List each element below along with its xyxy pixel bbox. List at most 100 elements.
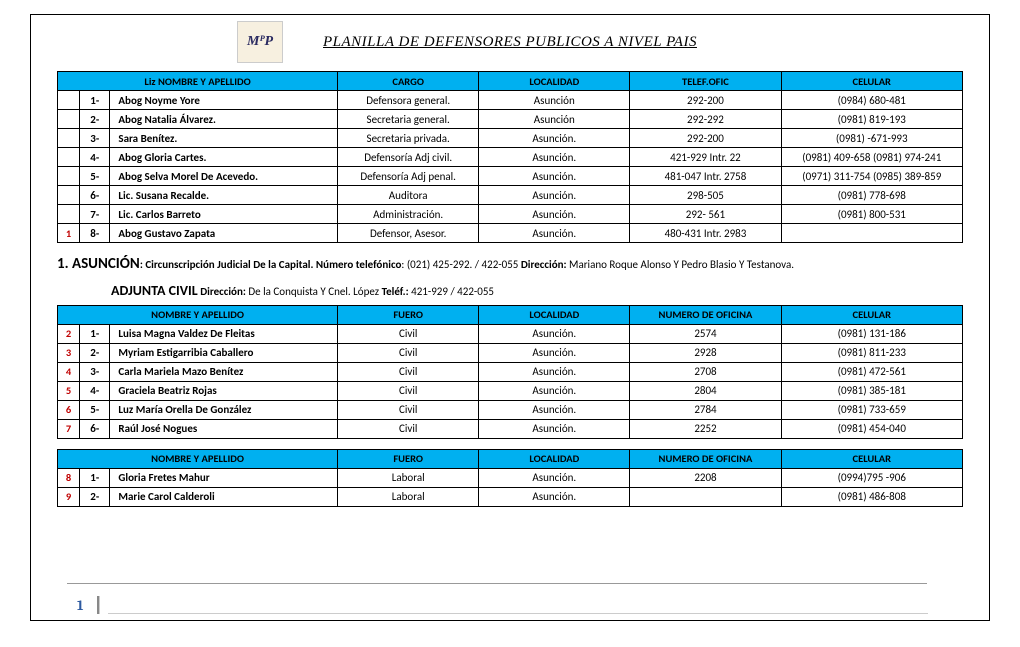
- val-direccion: Mariano Roque Alonso Y Pedro Blasio Y Te…: [567, 258, 794, 271]
- col-nombre: NOMBRE Y APELLIDO: [58, 449, 338, 468]
- table-civil: NOMBRE Y APELLIDO FUERO LOCALIDAD NUMERO…: [57, 305, 963, 439]
- cell-c2: Civil: [338, 419, 479, 438]
- cell-name: Lic. Carlos Barreto: [110, 205, 338, 224]
- cell-celular: (0994)795 -906: [781, 468, 962, 487]
- cell-c4: 421-929 Intr. 22: [630, 148, 781, 167]
- cell-name: Abog Noyme Yore: [110, 91, 338, 110]
- cell-localidad: Asunción.: [479, 487, 630, 506]
- cell-c2: Defensora general.: [338, 91, 479, 110]
- cell-name: Abog Selva Morel De Acevedo.: [110, 167, 338, 186]
- row-num: 6-: [80, 186, 110, 205]
- table-row: 92-Marie Carol CalderoliLaboralAsunción.…: [58, 487, 963, 506]
- cell-celular: (0981) 472-561: [781, 362, 962, 381]
- cell-localidad: Asunción.: [479, 362, 630, 381]
- row-mark: [58, 148, 80, 167]
- cell-localidad: Asunción.: [479, 324, 630, 343]
- col-fuero: FUERO: [338, 449, 479, 468]
- cell-localidad: Asunción.: [479, 419, 630, 438]
- cell-localidad: Asunción.: [479, 205, 630, 224]
- row-mark: 5: [58, 381, 80, 400]
- cell-localidad: Asunción.: [479, 381, 630, 400]
- page-number: 1: [71, 597, 89, 614]
- cell-c4: 2252: [630, 419, 781, 438]
- row-mark: 4: [58, 362, 80, 381]
- table-row: 3-Sara Benítez.Secretaria privada.Asunci…: [58, 129, 963, 148]
- section-asuncion: 1. ASUNCIÓN: Circunscripción Judicial De…: [57, 253, 963, 301]
- cell-localidad: Asunción: [479, 110, 630, 129]
- cell-celular: (0981) 454-040: [781, 419, 962, 438]
- col-fuero: FUERO: [338, 305, 479, 324]
- cell-c4: 2708: [630, 362, 781, 381]
- cell-name: Gloria Fretes Mahur: [110, 468, 338, 487]
- cell-c4: [630, 487, 781, 506]
- cell-c4: 2928: [630, 343, 781, 362]
- cell-celular: (0981) 778-698: [781, 186, 962, 205]
- cell-c4: 481-047 Intr. 2758: [630, 167, 781, 186]
- table-row: 21-Luisa Magna Valdez De FleitasCivilAsu…: [58, 324, 963, 343]
- table-row: 81-Gloria Fretes MahurLaboralAsunción.22…: [58, 468, 963, 487]
- table-row: 65-Luz María Orella De GonzálezCivilAsun…: [58, 400, 963, 419]
- row-num: 1-: [80, 91, 110, 110]
- cell-c4: 480-431 Intr. 2983: [630, 224, 781, 243]
- table-row: 1-Abog Noyme YoreDefensora general.Asunc…: [58, 91, 963, 110]
- table-row: 7-Lic. Carlos BarretoAdministración.Asun…: [58, 205, 963, 224]
- header: MᴾP PLANILLA DE DEFENSORES PUBLICOS A NI…: [57, 21, 963, 63]
- label-telef2: Teléf.:: [382, 285, 409, 298]
- table-row: 76-Raúl José NoguesCivilAsunción.2252(09…: [58, 419, 963, 438]
- footer-trail: [108, 613, 928, 614]
- col-localidad: LOCALIDAD: [479, 449, 630, 468]
- cell-c2: Civil: [338, 343, 479, 362]
- cell-name: Abog Gloria Cartes.: [110, 148, 338, 167]
- table-row: 32-Myriam Estigarribia CaballeroCivilAsu…: [58, 343, 963, 362]
- row-mark: [58, 91, 80, 110]
- cell-localidad: Asunción.: [479, 343, 630, 362]
- col-localidad: LOCALIDAD: [479, 72, 630, 91]
- cell-c2: Laboral: [338, 468, 479, 487]
- cell-name: Myriam Estigarribia Caballero: [110, 343, 338, 362]
- cell-c2: Defensoría Adj civil.: [338, 148, 479, 167]
- row-num: 5-: [80, 400, 110, 419]
- cell-localidad: Asunción.: [479, 148, 630, 167]
- row-num: 2-: [80, 343, 110, 362]
- row-mark: 7: [58, 419, 80, 438]
- row-mark: 9: [58, 487, 80, 506]
- section-sub: : Circunscripción Judicial De la Capital…: [140, 258, 316, 271]
- cell-celular: (0971) 311-754 (0985) 389-859: [781, 167, 962, 186]
- cell-c4: 2784: [630, 400, 781, 419]
- cell-celular: (0984) 680-481: [781, 91, 962, 110]
- cell-c4: 2208: [630, 468, 781, 487]
- cell-name: Lic. Susana Recalde.: [110, 186, 338, 205]
- cell-localidad: Asunción.: [479, 224, 630, 243]
- cell-c4: 2804: [630, 381, 781, 400]
- row-mark: [58, 186, 80, 205]
- cell-celular: [781, 224, 962, 243]
- cell-c4: 292-200: [630, 129, 781, 148]
- cell-celular: (0981) -671-993: [781, 129, 962, 148]
- cell-name: Sara Benítez.: [110, 129, 338, 148]
- logo: MᴾP: [237, 21, 283, 63]
- table-row: 2-Abog Natalia Álvarez.Secretaria genera…: [58, 110, 963, 129]
- cell-c4: 2574: [630, 324, 781, 343]
- cell-c2: Secretaria privada.: [338, 129, 479, 148]
- cell-localidad: Asunción.: [479, 129, 630, 148]
- row-mark: 6: [58, 400, 80, 419]
- cell-celular: (0981) 385-181: [781, 381, 962, 400]
- cell-c2: Civil: [338, 324, 479, 343]
- cell-localidad: Asunción.: [479, 167, 630, 186]
- label-direccion: Dirección:: [521, 258, 567, 271]
- table-row: 18-Abog Gustavo ZapataDefensor, Asesor.A…: [58, 224, 963, 243]
- footer-bar: [97, 596, 100, 614]
- col-celular: CELULAR: [781, 305, 962, 324]
- val-telefono: : (021) 425-292. / 422-055: [401, 258, 520, 271]
- row-num: 3-: [80, 129, 110, 148]
- cell-name: Luisa Magna Valdez De Fleitas: [110, 324, 338, 343]
- cell-c4: 292-292: [630, 110, 781, 129]
- row-num: 5-: [80, 167, 110, 186]
- table-laboral: NOMBRE Y APELLIDO FUERO LOCALIDAD NUMERO…: [57, 449, 963, 507]
- row-mark: [58, 205, 80, 224]
- cell-celular: (0981) 131-186: [781, 324, 962, 343]
- row-mark: [58, 167, 80, 186]
- cell-localidad: Asunción.: [479, 400, 630, 419]
- cell-celular: (0981) 486-808: [781, 487, 962, 506]
- row-num: 3-: [80, 362, 110, 381]
